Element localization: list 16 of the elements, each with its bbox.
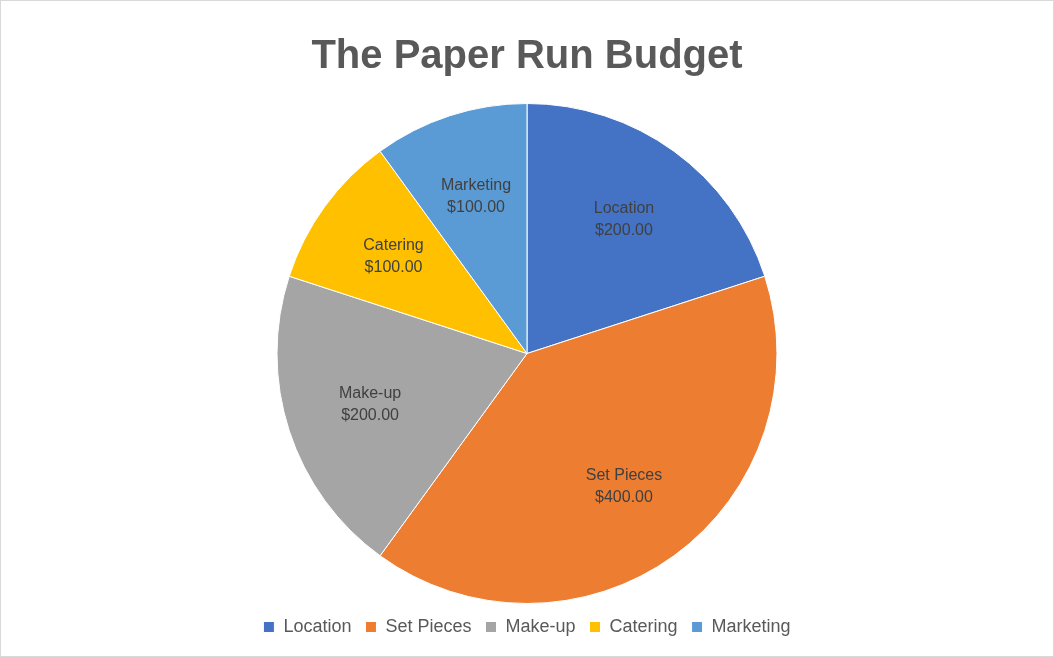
slice-label: Make-up [338, 383, 402, 401]
legend-label: Make-up [505, 615, 576, 636]
data-label: $400.00 [595, 488, 653, 506]
data-label: $100.00 [447, 197, 506, 215]
legend-label: Location [283, 615, 352, 636]
data-label: $100.00 [364, 257, 423, 275]
legend-label: Set Pieces [385, 615, 472, 636]
data-label: $200.00 [341, 405, 400, 423]
legend-label: Marketing [711, 615, 791, 636]
legend-label: Catering [609, 615, 678, 636]
chart-title: The Paper Run Budget [311, 32, 743, 77]
slice-label: Set Pieces [585, 466, 663, 484]
data-label: $200.00 [595, 221, 653, 239]
slice-label: Catering [363, 235, 424, 253]
slice-label: Location [593, 199, 655, 217]
slice-label: Marketing [440, 175, 512, 193]
